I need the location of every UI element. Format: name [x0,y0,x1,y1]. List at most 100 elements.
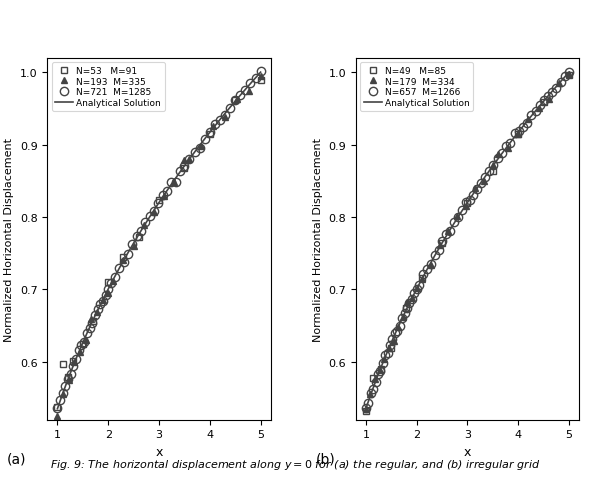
Line: N=657  M=1266: N=657 M=1266 [362,68,573,412]
N=49   M=85 [418,276,426,282]
N=53   M=91 [64,375,71,381]
N=179  M=334 [400,314,407,320]
N=193  M=335 [198,144,205,150]
N=721  M=1285 [257,69,264,75]
N=193  M=335 [82,338,89,344]
Line: N=53   M=91: N=53 M=91 [54,78,264,410]
N=49   M=85 [464,201,471,207]
N=193  M=335 [71,359,78,365]
N=53   M=91 [257,79,264,84]
N=49   M=85 [362,408,369,414]
Analytical Solution [54,404,61,410]
N=53   M=91 [105,280,112,285]
N=49   M=85 [489,169,496,175]
Analytical Solution [175,172,182,178]
Analytical Solution [363,404,370,410]
N=179  M=334 [372,376,379,382]
X-axis label: x: x [464,445,471,458]
N=179  M=334 [385,346,392,351]
Analytical Solution [257,70,264,76]
N=49   M=85 [403,305,410,311]
Analytical Solution [534,107,541,113]
N=193  M=335 [110,278,117,284]
Line: Analytical Solution: Analytical Solution [366,73,569,409]
N=179  M=334 [566,72,573,78]
Analytical Solution [483,173,490,179]
N=193  M=335 [257,74,264,80]
Line: N=193  M=335: N=193 M=335 [54,73,264,420]
N=49   M=85 [439,241,446,246]
Analytical Solution [54,406,61,412]
N=179  M=334 [463,204,470,210]
N=53   M=91 [89,319,96,325]
N=179  M=334 [376,367,383,373]
N=193  M=335 [105,290,112,296]
X-axis label: x: x [155,445,163,458]
N=53   M=91 [135,234,142,240]
N=179  M=334 [367,392,374,398]
N=53   M=91 [69,358,76,364]
N=657  M=1266 [404,305,411,311]
Analytical Solution [362,406,369,412]
N=179  M=334 [545,97,552,102]
N=193  M=335 [181,158,188,164]
N=193  M=335 [233,97,241,102]
N=193  M=335 [120,258,127,264]
N=179  M=334 [515,131,522,137]
Analytical Solution [486,167,493,173]
N=193  M=335 [210,123,217,129]
N=53   M=91 [232,98,239,104]
N=179  M=334 [454,214,461,220]
N=657  M=1266 [566,70,573,76]
N=179  M=334 [381,356,388,362]
N=179  M=334 [408,296,415,302]
N=721  M=1285 [196,146,203,152]
N=53   M=91 [206,132,213,138]
N=179  M=334 [472,186,479,192]
N=49   M=85 [378,366,385,372]
N=193  M=335 [171,180,178,185]
Analytical Solution [174,173,181,179]
N=179  M=334 [489,163,496,168]
Analytical Solution [178,167,186,173]
Analytical Solution [483,172,491,178]
N=193  M=335 [65,378,72,384]
Text: (a): (a) [7,452,27,466]
N=657  M=1266 [474,187,481,193]
Analytical Solution [566,70,573,76]
N=49   M=85 [566,73,573,79]
N=179  M=334 [418,277,426,283]
Y-axis label: Normalized Horizontal Displacement: Normalized Horizontal Displacement [313,137,323,341]
Line: N=49   M=85: N=49 M=85 [362,72,573,415]
Y-axis label: Normalized Horizontal Displacement: Normalized Horizontal Displacement [4,137,14,341]
N=721  M=1285 [155,201,162,206]
N=179  M=334 [390,339,397,345]
N=179  M=334 [556,81,563,87]
N=179  M=334 [413,286,420,292]
N=49   M=85 [370,376,377,382]
N=721  M=1285 [54,406,61,411]
N=657  M=1266 [362,405,369,411]
N=193  M=335 [222,115,229,121]
N=193  M=335 [76,349,83,355]
Analytical Solution [547,92,554,98]
N=193  M=335 [245,89,252,95]
N=193  M=335 [93,310,100,316]
N=179  M=334 [427,263,434,269]
Text: (b): (b) [316,452,335,466]
N=193  M=335 [87,317,95,323]
N=179  M=334 [525,117,532,123]
N=53   M=91 [59,361,66,367]
N=193  M=335 [150,210,157,216]
N=657  M=1266 [411,291,418,297]
Line: Analytical Solution: Analytical Solution [57,73,261,409]
N=179  M=334 [395,325,402,330]
N=179  M=334 [535,106,542,112]
N=49   M=85 [388,345,395,351]
N=721  M=1285 [226,106,233,112]
N=179  M=334 [480,179,488,185]
N=193  M=335 [161,193,168,199]
N=179  M=334 [505,145,512,151]
Legend: N=53   M=91, N=193  M=335, N=721  M=1285, Analytical Solution: N=53 M=91, N=193 M=335, N=721 M=1285, An… [52,63,164,112]
N=193  M=335 [140,223,147,229]
